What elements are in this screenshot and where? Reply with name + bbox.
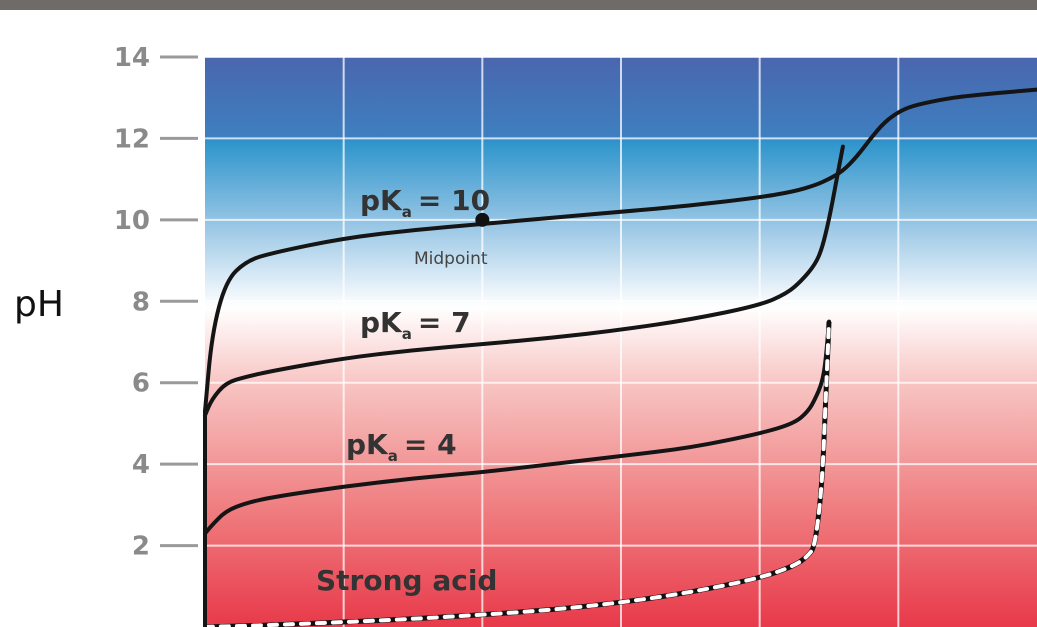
grid-lines (205, 56, 1037, 627)
label-pka-4-pk: pK (346, 428, 389, 461)
series-strong-acid (203, 319, 831, 627)
label-pka-10: pKa = 10 (360, 184, 490, 221)
label-pka-7: pKa = 7 (360, 306, 471, 343)
label-pka-10-pk: pK (360, 184, 403, 217)
series-pka-4 (203, 319, 831, 536)
label-pka-7-eq: = 7 (418, 306, 471, 339)
label-strong-acid: Strong acid (316, 564, 497, 597)
label-pka-4-eq: = 4 (404, 428, 457, 461)
label-pka-10-sub: a (402, 203, 412, 221)
label-midpoint: Midpoint (414, 249, 488, 269)
y-axis-title: pH (14, 284, 64, 325)
midpoint-marker (475, 212, 490, 227)
y-tick-label: 10 (114, 206, 150, 236)
label-pka-7-pk: pK (360, 306, 403, 339)
curve-labels: pH pKa = 10 Midpoint pKa = 7 pKa = 4 Strong… (14, 184, 497, 597)
y-tick-label: 2 (132, 532, 150, 562)
y-axis-ticks: 14 12 10 8 6 4 2 (114, 43, 198, 562)
y-tick-label: 14 (114, 43, 150, 73)
series-lines (202, 87, 1037, 627)
y-tick-label: 8 (132, 287, 150, 317)
label-pka-7-sub: a (402, 325, 412, 343)
label-pka-4: pKa = 4 (346, 428, 457, 465)
y-tick-label: 4 (132, 450, 150, 480)
series-pka-7 (203, 144, 845, 418)
label-pka-4-sub: a (388, 447, 398, 465)
y-tick-label: 12 (114, 124, 150, 154)
chart-frame: 14 12 10 8 6 4 2 pH pKa = 10 Midpoint pKa = 7 pK… (0, 10, 1037, 627)
series-pka-10 (203, 87, 1037, 414)
label-pka-10-eq: = 10 (418, 184, 490, 217)
y-tick-label: 6 (132, 369, 150, 399)
